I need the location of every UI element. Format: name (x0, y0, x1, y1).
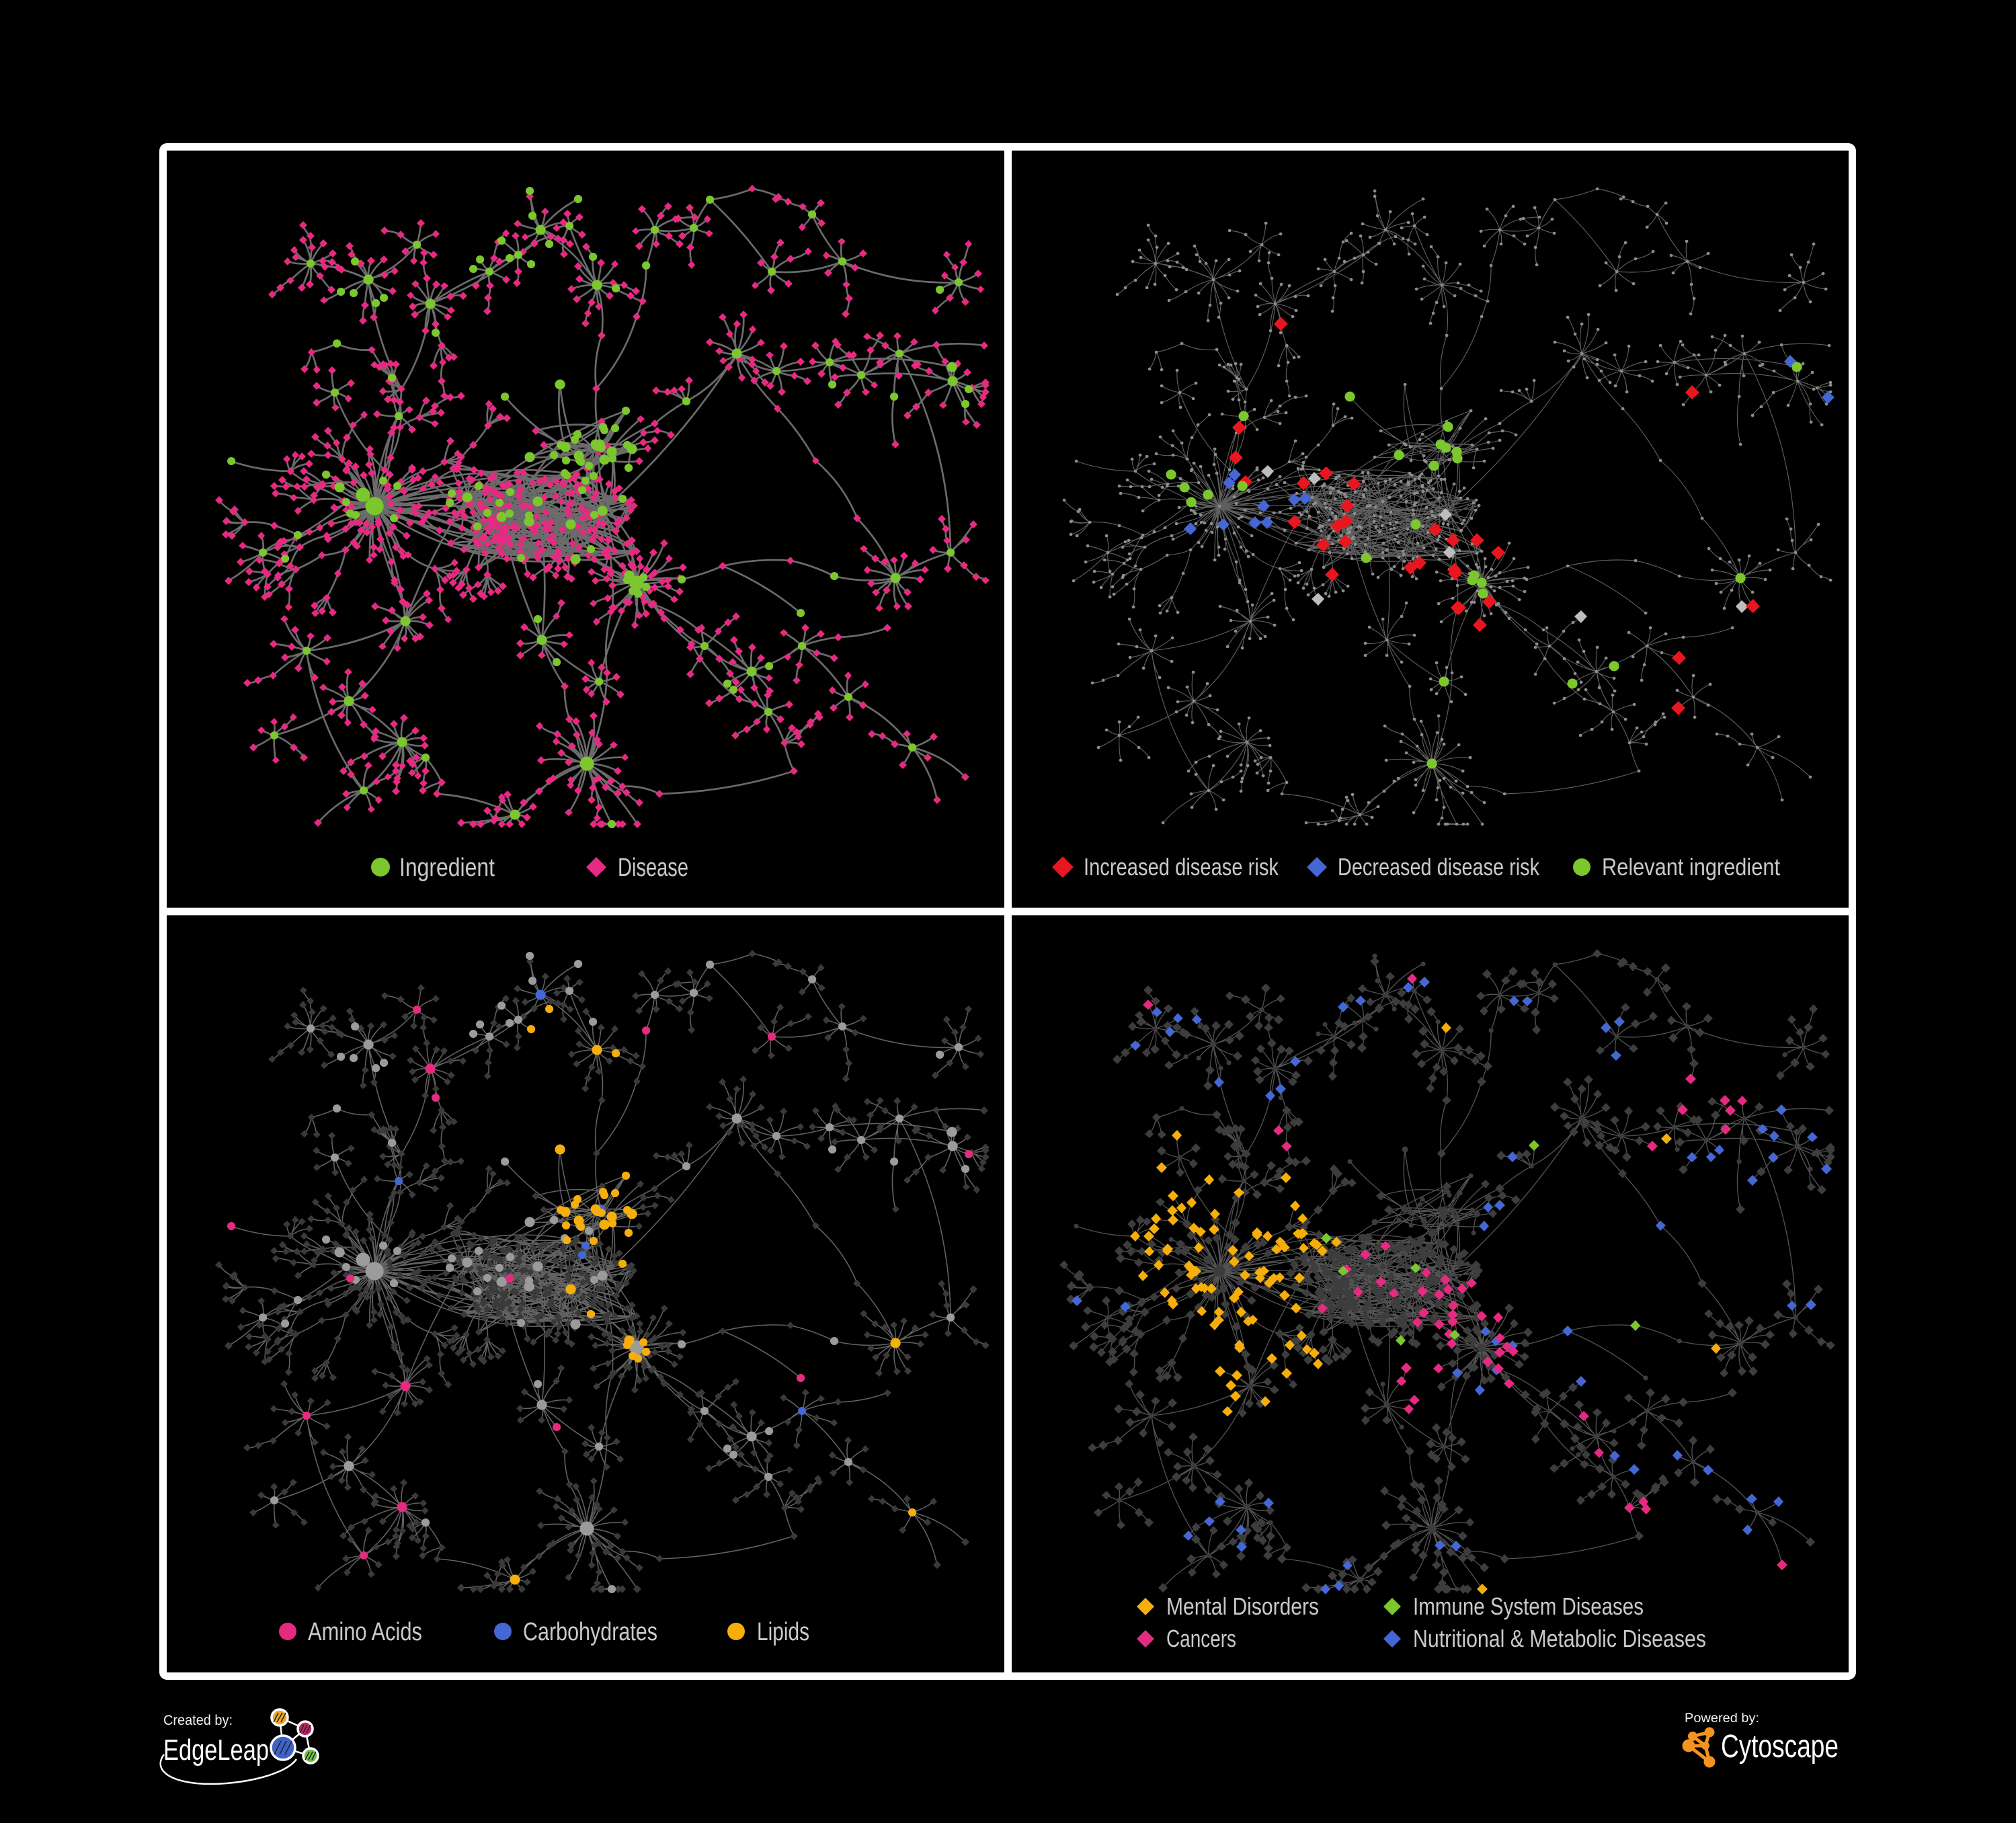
svg-text:Ingredient: Ingredient (399, 854, 495, 882)
svg-text:Decreased disease risk: Decreased disease risk (1338, 853, 1540, 881)
svg-text:Nutritional & Metabolic Diseas: Nutritional & Metabolic Diseases (1413, 1625, 1706, 1652)
svg-text:Powered by:: Powered by: (1685, 1711, 1759, 1726)
svg-text:Increased disease risk: Increased disease risk (1084, 853, 1279, 881)
svg-text:Created by:: Created by: (163, 1713, 233, 1728)
svg-text:Carbohydrates: Carbohydrates (523, 1618, 657, 1646)
svg-text:Relevant ingredient: Relevant ingredient (1602, 853, 1780, 881)
svg-text:Cytoscape: Cytoscape (1721, 1729, 1839, 1765)
svg-text:EdgeLeap: EdgeLeap (163, 1734, 269, 1767)
svg-text:Cancers: Cancers (1166, 1625, 1236, 1652)
svg-text:Lipids: Lipids (757, 1618, 809, 1646)
svg-text:Immune System Diseases: Immune System Diseases (1413, 1592, 1644, 1620)
svg-text:Disease: Disease (618, 854, 688, 882)
svg-text:Amino Acids: Amino Acids (308, 1618, 422, 1646)
svg-text:Mental Disorders: Mental Disorders (1166, 1592, 1319, 1620)
